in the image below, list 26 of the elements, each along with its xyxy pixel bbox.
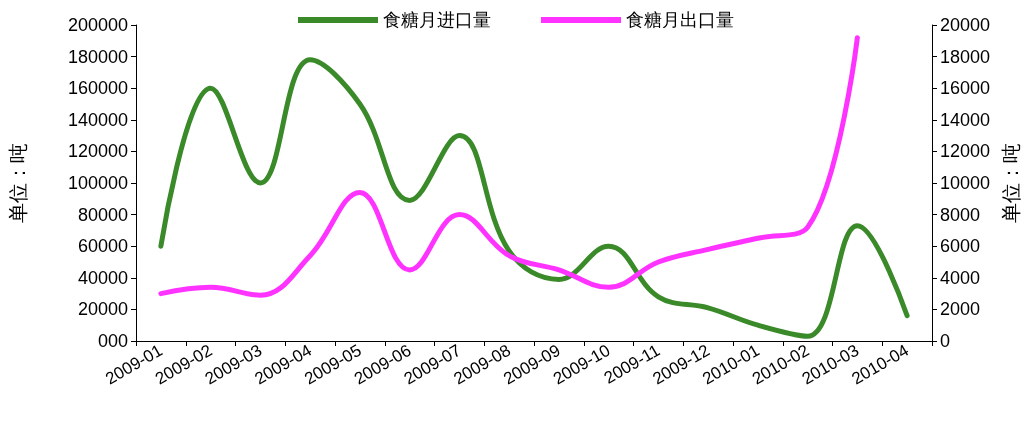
y2-tick-label: 0 [940,331,951,351]
y2-tick-label: 14000 [940,109,991,130]
legend-label: 食糖月进口量 [383,10,491,30]
y2-tick-label: 10000 [940,173,991,193]
y2-tick-label: 2000 [940,299,981,320]
y2-tick-label: 12000 [940,141,991,162]
y2-tick-label: 16000 [940,78,991,99]
y-axis-title: 单位：吨 [7,143,29,223]
y2-axis-title: 单位：吨 [999,143,1022,223]
y2-tick-label: 18000 [940,46,991,67]
y-tick-label: 000 [97,331,128,351]
y-tick-label: 80000 [77,204,128,225]
y2-tick-label: 20000 [940,15,991,35]
y-tick-label: 160000 [67,78,128,99]
y-tick-label: 140000 [67,109,128,130]
legend-label: 食糖月出口量 [626,10,734,30]
y2-tick-label: 6000 [940,236,981,257]
y-tick-label: 20000 [77,299,128,320]
y-tick-label: 100000 [67,173,128,193]
y-tick-label: 40000 [77,267,128,288]
y-tick-label: 120000 [67,141,128,162]
y-tick-label: 60000 [77,236,128,257]
y2-tick-label: 4000 [940,267,981,288]
y-tick-label: 200000 [67,15,128,35]
y2-tick-label: 8000 [940,204,981,225]
y-tick-label: 180000 [67,46,128,67]
